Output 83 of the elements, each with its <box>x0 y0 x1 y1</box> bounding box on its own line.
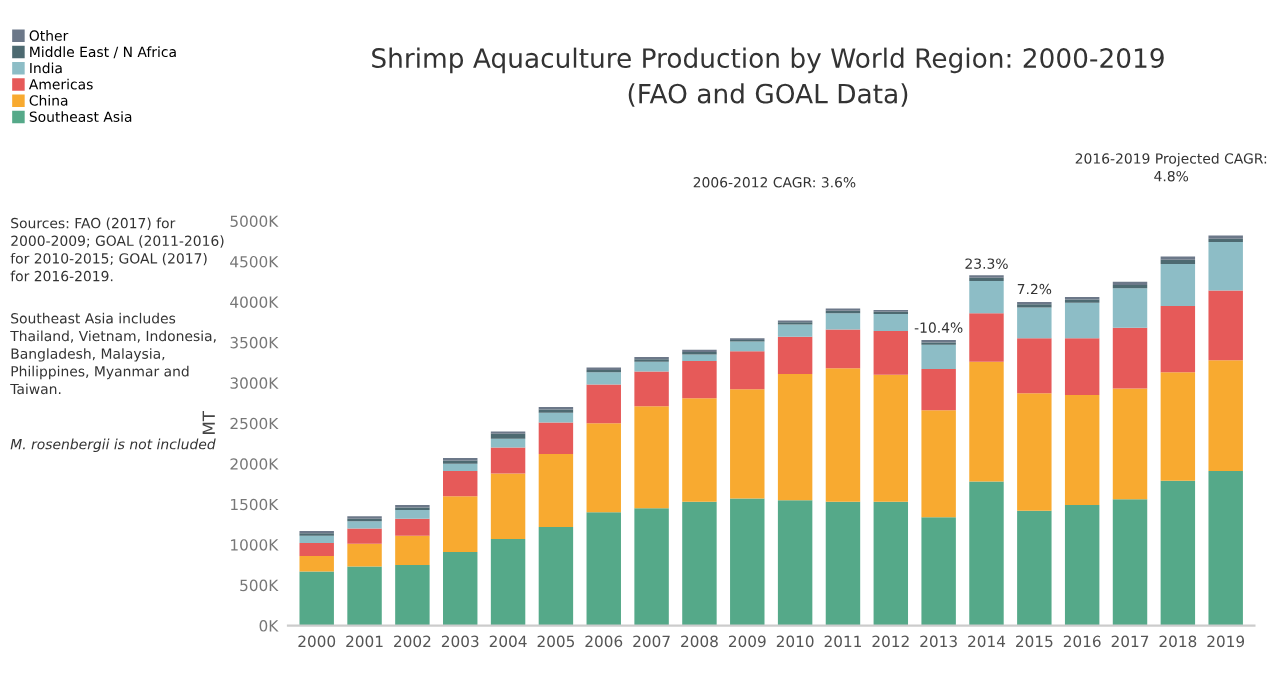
bar <box>634 371 669 407</box>
bar <box>1112 327 1148 389</box>
bar <box>1064 338 1100 395</box>
bar <box>1112 388 1148 500</box>
bar <box>1064 505 1100 626</box>
bar <box>873 314 909 332</box>
bar <box>825 329 861 369</box>
bar <box>490 433 526 439</box>
bar <box>825 501 861 626</box>
bar <box>969 481 1004 626</box>
bar <box>634 508 669 626</box>
bar <box>777 500 813 626</box>
bar <box>443 496 478 552</box>
bar <box>490 473 526 540</box>
bar <box>1017 307 1052 339</box>
bar <box>777 373 813 501</box>
bar <box>634 361 669 372</box>
bar <box>921 344 956 370</box>
y-axis-title: MT <box>202 410 215 434</box>
bar <box>1160 263 1196 306</box>
bar <box>443 551 478 626</box>
bar <box>299 556 334 572</box>
bar <box>777 324 813 337</box>
bar <box>682 398 717 502</box>
bar <box>586 372 621 385</box>
bar <box>586 384 621 424</box>
bar <box>1208 290 1243 361</box>
bar <box>730 351 765 390</box>
bar <box>969 313 1004 362</box>
bar <box>443 471 478 497</box>
bar <box>347 528 382 544</box>
bar <box>682 501 717 626</box>
bar <box>1160 305 1196 373</box>
bar <box>730 341 765 352</box>
bar <box>1112 288 1148 328</box>
bar <box>1064 394 1100 506</box>
bar <box>1160 372 1196 481</box>
bar <box>1017 510 1052 626</box>
bar <box>730 389 765 499</box>
bar <box>921 517 956 626</box>
bar <box>538 454 574 527</box>
bar <box>1160 480 1196 626</box>
bar <box>490 539 526 626</box>
bar <box>969 361 1004 482</box>
bar <box>730 498 765 626</box>
bar <box>347 543 382 567</box>
bar <box>538 526 574 626</box>
bar <box>825 368 861 502</box>
bar <box>538 422 574 455</box>
bar <box>777 336 813 374</box>
bar <box>395 509 430 519</box>
bar <box>395 564 430 626</box>
bar <box>682 360 717 399</box>
bar <box>825 313 861 330</box>
bar <box>921 410 956 518</box>
bar <box>1208 360 1243 472</box>
bar <box>586 512 621 626</box>
bar <box>490 447 526 474</box>
bar <box>347 521 382 529</box>
bar <box>299 535 334 544</box>
bar <box>634 406 669 509</box>
bar <box>1017 393 1052 511</box>
bar <box>586 423 621 513</box>
bar <box>1208 471 1243 626</box>
bar <box>443 463 478 472</box>
bar <box>921 369 956 411</box>
bar <box>969 280 1004 314</box>
bar <box>873 501 909 626</box>
bar <box>538 412 574 423</box>
bar <box>1017 338 1052 394</box>
bar <box>347 566 382 626</box>
bar <box>395 535 430 565</box>
bar <box>873 331 909 375</box>
bar <box>682 354 717 361</box>
bar <box>873 374 909 502</box>
bar <box>1112 499 1148 626</box>
bar <box>395 518 430 536</box>
bar <box>1208 242 1243 291</box>
bar <box>1064 302 1100 339</box>
bar <box>299 543 334 557</box>
chart-title: Shrimp Aquaculture Production by World Region: 2000-2019 (FAO and GOAL Data) <box>372 47 1164 107</box>
bar <box>299 571 334 626</box>
bar <box>490 438 526 448</box>
